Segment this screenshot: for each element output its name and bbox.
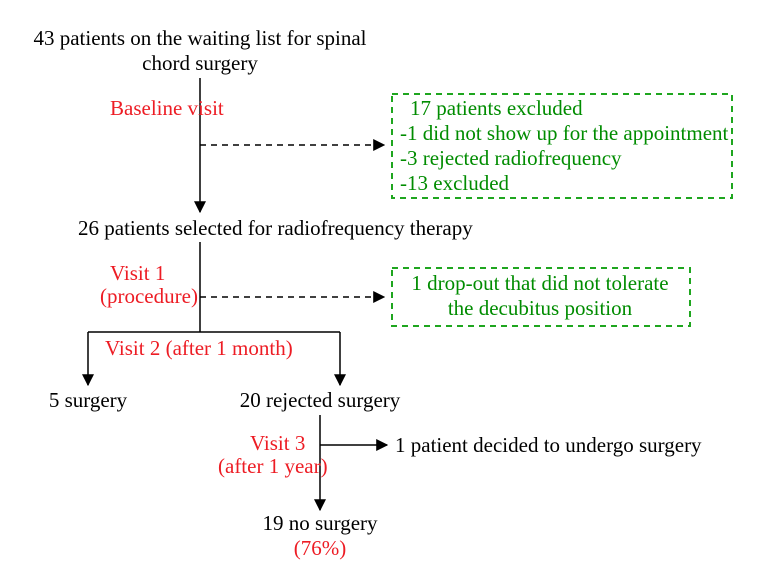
flow-label: Visit 2 (after 1 month) bbox=[105, 336, 293, 360]
flow-label: -13 excluded bbox=[400, 171, 510, 195]
flow-label: 26 patients selected for radiofrequency … bbox=[78, 216, 473, 240]
flow-label: -1 did not show up for the appointment bbox=[400, 121, 729, 145]
flow-label: 43 patients on the waiting list for spin… bbox=[33, 26, 366, 50]
flow-label: (after 1 year) bbox=[218, 454, 328, 478]
flow-label: 1 drop-out that did not tolerate bbox=[411, 271, 668, 295]
flow-label: Visit 3 bbox=[250, 431, 305, 455]
flow-label: Visit 1 bbox=[110, 261, 165, 285]
flow-label: (procedure) bbox=[100, 284, 198, 308]
flow-label: 5 surgery bbox=[49, 388, 128, 412]
flow-label: 20 rejected surgery bbox=[240, 388, 401, 412]
flow-label: Baseline visit bbox=[110, 96, 224, 120]
flow-label: chord surgery bbox=[142, 51, 258, 75]
flow-label: 17 patients excluded bbox=[410, 96, 583, 120]
flowchart-canvas: 43 patients on the waiting list for spin… bbox=[0, 0, 770, 587]
flow-label: -3 rejected radiofrequency bbox=[400, 146, 622, 170]
flow-label: 1 patient decided to undergo surgery bbox=[395, 433, 702, 457]
flow-label: (76%) bbox=[294, 536, 346, 560]
flow-label: 19 no surgery bbox=[262, 511, 378, 535]
flow-label: the decubitus position bbox=[448, 296, 633, 320]
